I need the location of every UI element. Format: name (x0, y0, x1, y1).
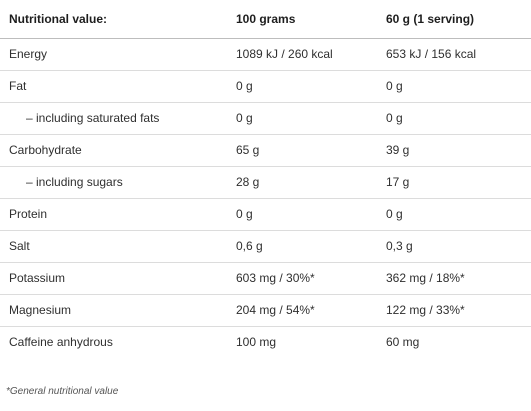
row-name-salt: Salt (0, 230, 236, 263)
table-row: Carbohydrate 65 g 39 g (0, 134, 531, 167)
row-serving-magnesium: 122 mg / 33%* (386, 294, 531, 327)
row-name-energy: Energy (0, 38, 236, 71)
table-header-row: Nutritional value: 100 grams 60 g (1 ser… (0, 0, 531, 39)
table-row: Salt 0,6 g 0,3 g (0, 230, 531, 263)
row-name-saturated-fats: – including saturated fats (0, 102, 236, 135)
row-name-fat: Fat (0, 70, 236, 103)
row-serving-saturated-fats: 0 g (386, 102, 531, 135)
row-serving-potassium: 362 mg / 18%* (386, 262, 531, 295)
footnote: *General nutritional value (6, 386, 119, 397)
row-serving-carbohydrate: 39 g (386, 134, 531, 167)
table-row: Potassium 603 mg / 30%* 362 mg / 18%* (0, 262, 531, 295)
table-row: – including saturated fats 0 g 0 g (0, 102, 531, 135)
row-name-magnesium: Magnesium (0, 294, 236, 327)
row-per100-fat: 0 g (236, 70, 386, 103)
row-name-potassium: Potassium (0, 262, 236, 295)
row-name-protein: Protein (0, 198, 236, 231)
row-serving-fat: 0 g (386, 70, 531, 103)
row-name-carbohydrate: Carbohydrate (0, 134, 236, 167)
row-per100-saturated-fats: 0 g (236, 102, 386, 135)
row-per100-protein: 0 g (236, 198, 386, 231)
table-row: Caffeine anhydrous 100 mg 60 mg (0, 326, 531, 358)
row-name-sugars: – including sugars (0, 166, 236, 199)
row-per100-sugars: 28 g (236, 166, 386, 199)
row-name-caffeine: Caffeine anhydrous (9, 335, 113, 350)
row-serving-protein: 0 g (386, 198, 531, 231)
header-100-grams: 100 grams (236, 0, 386, 39)
row-per100-caffeine: 100 mg (236, 335, 277, 350)
row-per100-salt: 0,6 g (236, 230, 386, 263)
nutrition-table: Nutritional value: 100 grams 60 g (1 ser… (0, 0, 531, 358)
row-serving-salt: 0,3 g (386, 230, 531, 263)
row-serving-sugars: 17 g (386, 166, 531, 199)
header-nutritional-value: Nutritional value: (0, 0, 236, 39)
row-serving-caffeine: 60 mg (386, 335, 420, 350)
table-row: Energy 1089 kJ / 260 kcal 653 kJ / 156 k… (0, 38, 531, 71)
table-row: Protein 0 g 0 g (0, 198, 531, 231)
row-per100-carbohydrate: 65 g (236, 134, 386, 167)
header-serving: 60 g (1 serving) (386, 0, 531, 39)
row-per100-magnesium: 204 mg / 54%* (236, 294, 386, 327)
table-row: Fat 0 g 0 g (0, 70, 531, 103)
table-row: – including sugars 28 g 17 g (0, 166, 531, 199)
row-per100-energy: 1089 kJ / 260 kcal (236, 38, 386, 71)
table-row: Magnesium 204 mg / 54%* 122 mg / 33%* (0, 294, 531, 327)
row-per100-potassium: 603 mg / 30%* (236, 262, 386, 295)
row-serving-energy: 653 kJ / 156 kcal (386, 38, 531, 71)
